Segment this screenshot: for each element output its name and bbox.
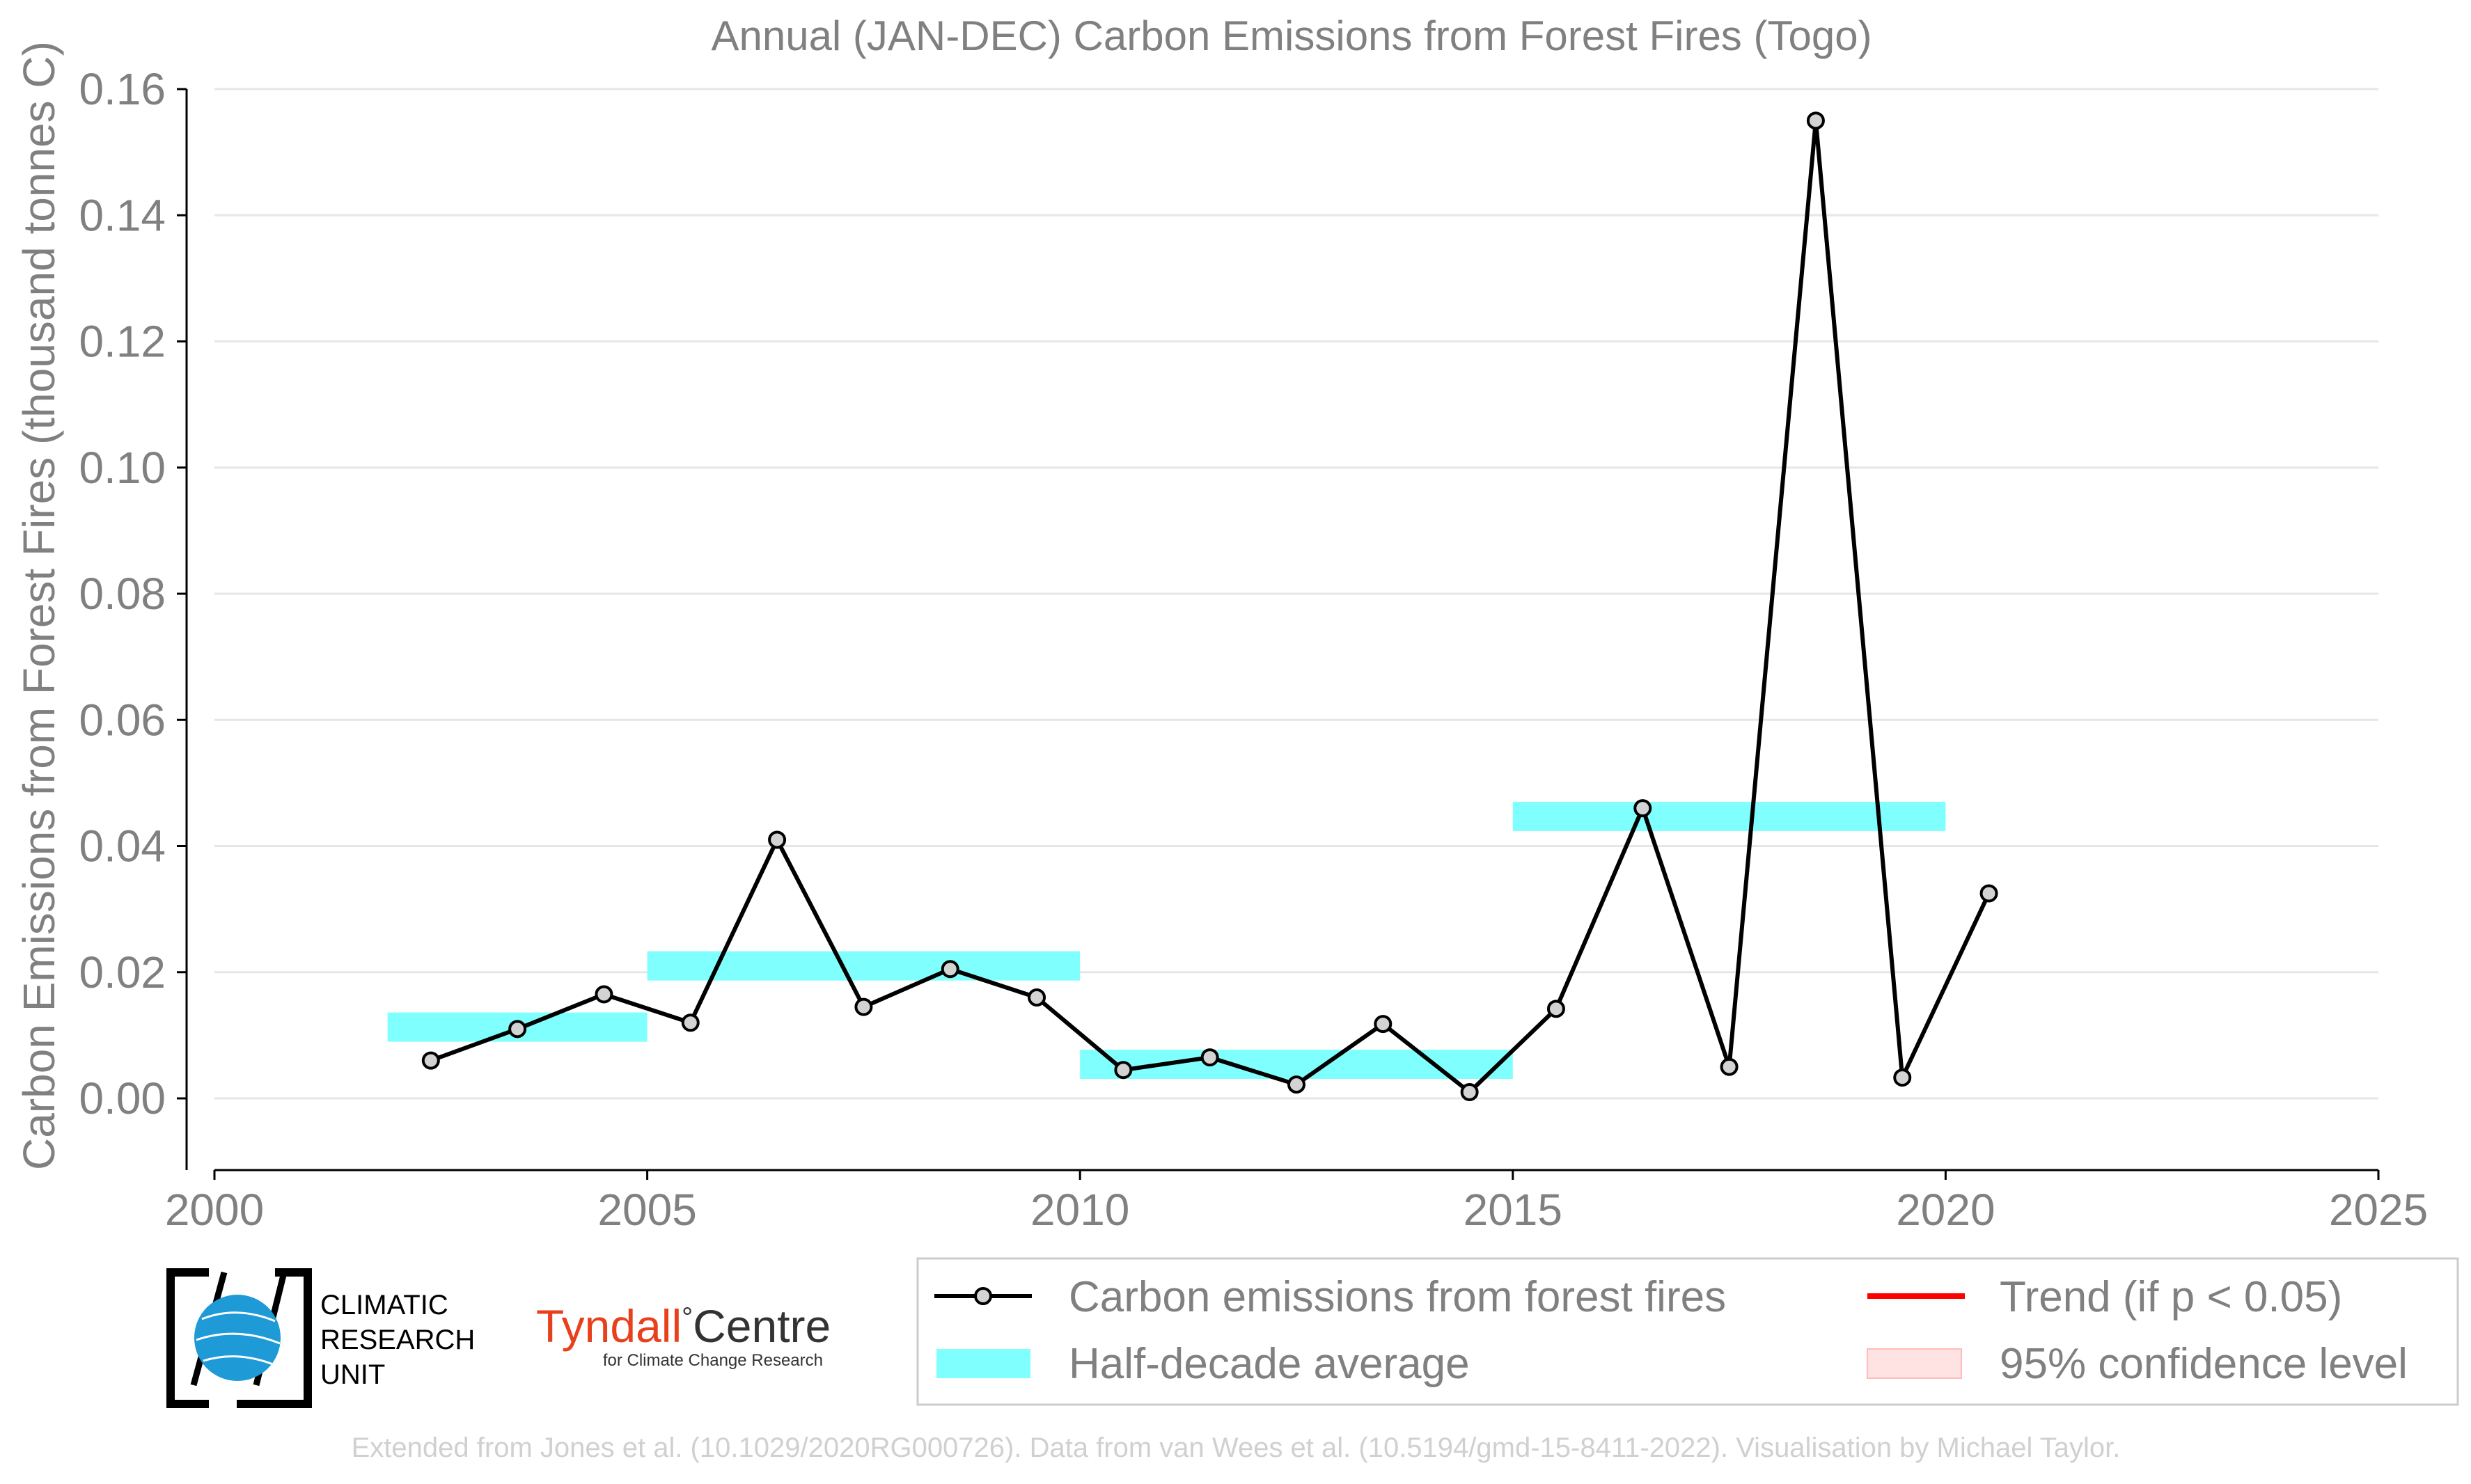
data-point [1287, 1075, 1305, 1094]
legend-label-trend: Trend (if p < 0.05) [2000, 1273, 2342, 1321]
legend-confidence-swatch [1867, 1348, 1962, 1379]
x-tick-label: 2005 [597, 1185, 696, 1235]
cru-label-line-3: UNIT [320, 1359, 385, 1390]
y-tick-label: 0.08 [79, 569, 166, 619]
y-tick-label: 0.06 [79, 695, 166, 745]
legend-frame [916, 1257, 2459, 1406]
tyndall-logo-degree: ° [682, 1302, 693, 1333]
data-point [681, 1013, 700, 1032]
y-tick-label: 0.04 [79, 821, 166, 871]
legend: Carbon emissions from forest fires Trend… [916, 1257, 2459, 1406]
data-point [768, 830, 787, 849]
cru-logo-frame [166, 1268, 312, 1408]
legend-label-half-decade: Half-decade average [1069, 1340, 1470, 1388]
y-tick-label: 0.00 [79, 1073, 166, 1123]
cru-label-line-1: CLIMATIC [320, 1290, 448, 1320]
tyndall-logo-name: Tyndall [536, 1300, 682, 1352]
tyndall-logo-text: Tyndall°Centre [536, 1300, 831, 1352]
x-tick-label: 2020 [1896, 1185, 1995, 1235]
data-point [1114, 1061, 1133, 1080]
data-point [1374, 1015, 1393, 1034]
chart-title: Annual (JAN-DEC) Carbon Emissions from F… [711, 13, 1872, 59]
half-decade-bands [387, 801, 1946, 1080]
y-tick-label: 0.12 [79, 317, 166, 367]
data-point [1720, 1057, 1739, 1076]
legend-marker-swatch [974, 1287, 992, 1305]
data-point [595, 985, 613, 1004]
data-point [1893, 1068, 1912, 1087]
series-line [430, 118, 1991, 1094]
globe-icon [194, 1295, 281, 1381]
x-tick-label: 2015 [1464, 1185, 1562, 1235]
tyndall-logo-subtitle: for Climate Change Research [603, 1351, 823, 1370]
data-point [1546, 1000, 1565, 1018]
legend-label-confidence: 95% confidence level [2000, 1340, 2408, 1388]
data-point [941, 960, 959, 979]
series-carbon-emissions [421, 111, 1998, 1101]
gridlines [214, 88, 2378, 1100]
data-point [421, 1051, 440, 1070]
y-ticks: 0.00 0.02 0.04 0.06 0.08 0.10 0.12 0.14 0.16 [79, 64, 187, 1123]
tyndall-logo: Tyndall°Centre for Climate Change Resear… [536, 1300, 831, 1370]
half-decade-band [1512, 801, 1946, 831]
cru-logo: CLIMATIC RESEARCH UNIT [166, 1268, 475, 1408]
legend-half-decade-swatch [936, 1349, 1030, 1378]
data-point [1460, 1082, 1479, 1101]
data-point [1200, 1048, 1219, 1067]
x-ticks: 2000 2005 2010 2015 2020 2025 [165, 1170, 2428, 1235]
data-point [1633, 799, 1652, 818]
y-tick-label: 0.16 [79, 64, 166, 114]
tyndall-logo-centre: Centre [693, 1300, 831, 1352]
x-tick-label: 2000 [165, 1185, 264, 1235]
credit-line: Extended from Jones et al. (10.1029/2020… [352, 1432, 2121, 1463]
x-tick-label: 2025 [2329, 1185, 2428, 1235]
y-tick-label: 0.14 [79, 190, 166, 240]
x-tick-label: 2010 [1030, 1185, 1129, 1235]
data-point [1979, 884, 1998, 903]
y-tick-label: 0.02 [79, 947, 166, 997]
y-axis-label: Carbon Emissions from Forest Fires (thou… [14, 41, 64, 1170]
data-point [1028, 988, 1046, 1007]
globe-lines [196, 1311, 281, 1366]
legend-label-emissions: Carbon emissions from forest fires [1069, 1273, 1726, 1321]
axes [185, 89, 2378, 1171]
data-point [1806, 111, 1825, 130]
data-point [508, 1020, 527, 1039]
cru-label-line-2: RESEARCH [320, 1325, 475, 1355]
data-point [854, 997, 873, 1016]
y-tick-label: 0.10 [79, 443, 166, 493]
